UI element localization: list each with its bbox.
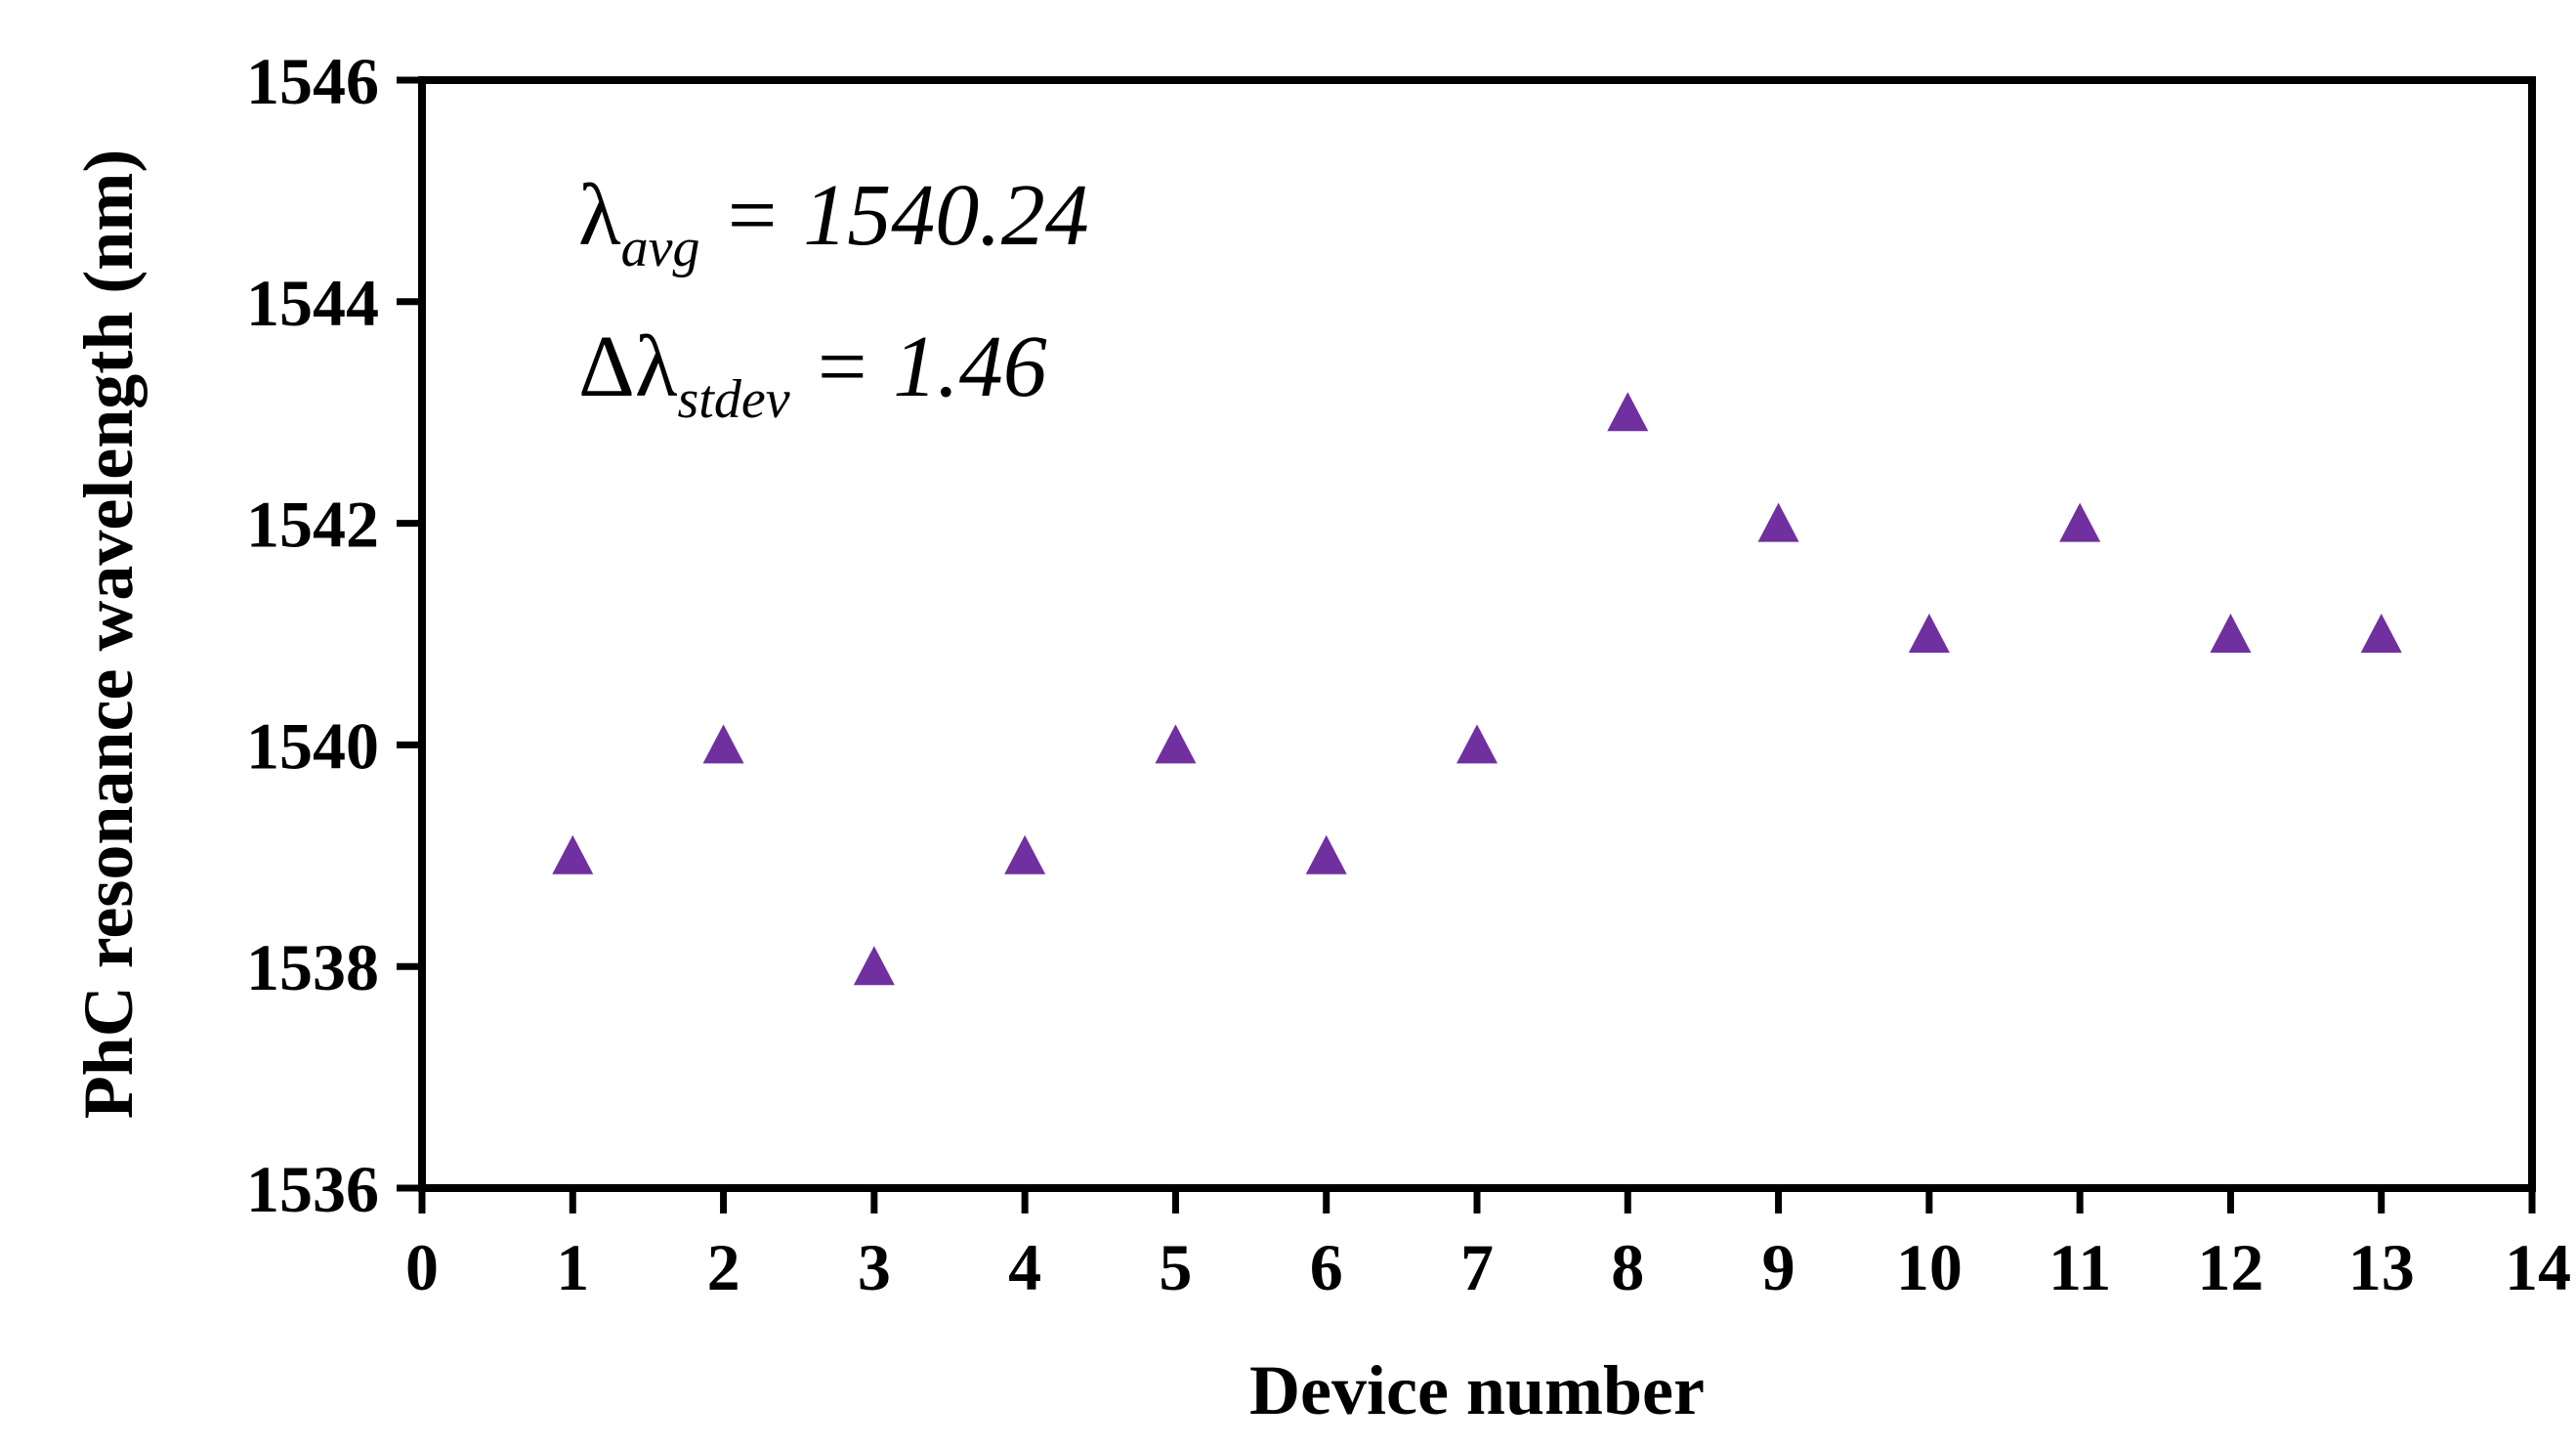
data-point-triangle bbox=[2059, 502, 2101, 542]
x-tick-label: 7 bbox=[1460, 1230, 1494, 1304]
x-tick-label: 8 bbox=[1611, 1230, 1644, 1304]
data-point-triangle bbox=[2360, 614, 2402, 653]
data-point-triangle bbox=[1607, 392, 1649, 432]
x-tick-label: 14 bbox=[2505, 1230, 2571, 1304]
data-point-triangle bbox=[1757, 502, 1799, 542]
y-tick-label: 1544 bbox=[246, 266, 379, 340]
data-point-triangle bbox=[1908, 614, 1950, 653]
x-tick-label: 3 bbox=[858, 1230, 891, 1304]
x-tick-label: 1 bbox=[556, 1230, 589, 1304]
x-axis-title: Device number bbox=[1249, 1351, 1705, 1429]
x-axis-ticks: 0 1 2 3 4 5 6 7 8 9 10 11 12 13 14 bbox=[405, 1188, 2571, 1304]
annotation-stdev-symbol: Δλ bbox=[578, 319, 678, 415]
x-tick-label: 11 bbox=[2048, 1230, 2111, 1304]
data-point-triangle bbox=[1457, 724, 1498, 764]
y-tick-label: 1542 bbox=[246, 488, 379, 562]
x-tick-label: 0 bbox=[405, 1230, 439, 1304]
data-point-triangle bbox=[1004, 834, 1046, 874]
x-tick-label: 9 bbox=[1762, 1230, 1795, 1304]
x-tick-label: 10 bbox=[1896, 1230, 1963, 1304]
data-point-triangle bbox=[1155, 724, 1197, 764]
y-tick-label: 1546 bbox=[246, 44, 379, 118]
x-tick-label: 4 bbox=[1008, 1230, 1041, 1304]
annotation-avg-value: = 1540.24 bbox=[700, 167, 1089, 264]
y-axis-title: PhC resonance wavelength (nm) bbox=[69, 149, 148, 1120]
data-point-triangle bbox=[552, 834, 594, 874]
y-axis-ticks: 1536 1538 1540 1542 1544 1546 bbox=[246, 44, 422, 1226]
x-tick-label: 2 bbox=[707, 1230, 740, 1304]
x-tick-label: 5 bbox=[1159, 1230, 1192, 1304]
data-points bbox=[552, 392, 2402, 986]
y-tick-label: 1536 bbox=[246, 1152, 379, 1226]
annotation-stdev: Δλstdev = 1.46 bbox=[578, 319, 1047, 430]
annotation-avg-subscript: avg bbox=[621, 218, 700, 278]
annotation-stdev-subscript: stdev bbox=[678, 369, 790, 430]
data-point-triangle bbox=[853, 946, 895, 986]
x-tick-label: 12 bbox=[2197, 1230, 2263, 1304]
data-point-triangle bbox=[702, 724, 744, 764]
data-point-triangle bbox=[2210, 614, 2252, 653]
annotation-stdev-value: = 1.46 bbox=[790, 319, 1047, 415]
y-tick-label: 1538 bbox=[246, 930, 379, 1004]
y-tick-label: 1540 bbox=[246, 708, 379, 783]
annotation-avg-symbol: λ bbox=[578, 167, 621, 264]
x-tick-label: 6 bbox=[1310, 1230, 1343, 1304]
data-point-triangle bbox=[1305, 834, 1347, 874]
annotation-avg: λavg = 1540.24 bbox=[578, 167, 1089, 278]
x-tick-label: 13 bbox=[2348, 1230, 2415, 1304]
